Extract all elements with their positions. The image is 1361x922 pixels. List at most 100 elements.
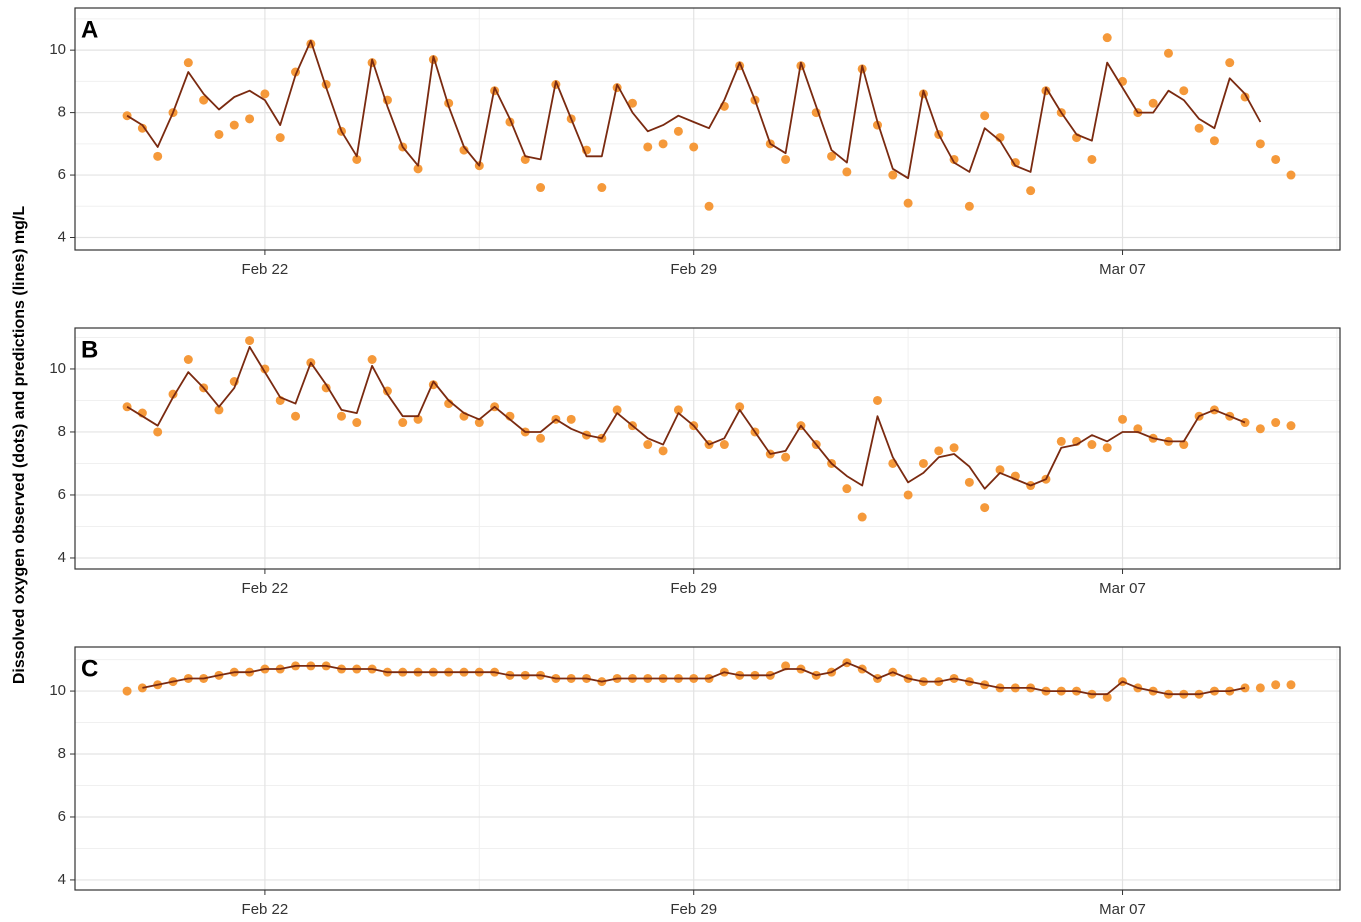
observed-dot [964,477,974,487]
observed-dot [704,201,714,211]
observed-dot [597,183,607,193]
observed-dot [398,418,408,428]
y-tick-label: 6 [58,808,66,825]
observed-dot [1056,436,1066,446]
observed-dot [735,402,745,412]
observed-dot [643,440,653,450]
y-tick-label: 4 [58,228,66,245]
plot-border [74,327,1341,570]
observed-dot [872,395,882,405]
observed-dot [153,151,163,161]
observed-dot [214,129,224,139]
observed-dot [1179,86,1189,96]
observed-dot [199,95,209,105]
prediction-line [126,346,1246,490]
y-tick-label: 8 [58,104,66,121]
observed-dot [245,114,255,124]
x-tick-label: Feb 22 [242,901,289,918]
plot-border [74,7,1341,251]
x-tick-label: Mar 07 [1099,261,1146,278]
observed-dot [1163,48,1173,58]
x-tick-label: Mar 07 [1099,901,1146,918]
observed-dot [673,126,683,136]
observed-dot [1194,123,1204,133]
observed-dot [1102,692,1112,702]
observed-dot [949,443,959,453]
observed-dot [1255,683,1265,693]
observed-dot [137,683,147,693]
prediction-line [126,39,1262,180]
observed-dot [1118,414,1128,424]
y-tick-label: 6 [58,486,66,503]
x-tick-label: Feb 29 [670,580,717,597]
observed-dot [122,402,132,412]
plot-background [75,647,1340,890]
observed-dot [1133,424,1143,434]
observed-dot [1286,421,1296,431]
panel: 4 6 8 10 Feb 22 Feb 29 Mar 07 A [49,7,1341,278]
observed-dot [122,111,132,121]
observed-dot [964,201,974,211]
observed-dot [1179,440,1189,450]
observed-dot [1209,136,1219,146]
observed-dot [321,383,331,393]
observed-dot [1271,418,1281,428]
observed-dot [781,452,791,462]
panel-label: C [81,655,98,682]
observed-dot [1255,424,1265,434]
observed-dot [1271,154,1281,164]
observed-dot [612,405,622,415]
observed-dot [888,170,898,180]
observed-dot [336,411,346,421]
observed-dot [291,411,301,421]
observed-dot [536,433,546,443]
observed-dot [122,686,132,696]
observed-dot [352,154,362,164]
prediction-line [142,661,1246,696]
y-tick-label: 8 [58,423,66,440]
observed-dot [1255,139,1265,149]
observed-dot [658,446,668,456]
observed-dot [827,151,837,161]
observed-dot [1286,170,1296,180]
observed-dot [903,198,913,208]
x-tick-label: Feb 29 [670,901,717,918]
observed-dot [1271,680,1281,690]
panel-label: B [81,336,98,363]
observed-dot [842,167,852,177]
observed-dot [980,111,990,121]
y-tick-label: 10 [49,682,66,699]
observed-dot [781,154,791,164]
observed-dot [137,123,147,133]
observed-dot [1102,443,1112,453]
observed-dot [413,164,423,174]
x-tick-label: Feb 29 [670,261,717,278]
observed-dot [1148,98,1158,108]
x-tick-label: Feb 22 [242,261,289,278]
observed-dot [1026,186,1036,196]
observed-dot [183,58,193,68]
observed-dot [627,98,637,108]
y-tick-label: 8 [58,745,66,762]
observed-dot [1240,683,1250,693]
observed-dot [214,405,224,415]
observed-dot [995,465,1005,475]
observed-dot [689,142,699,152]
y-tick-label: 10 [49,360,66,377]
observed-dot [643,142,653,152]
y-tick-label: 4 [58,871,66,888]
y-tick-label: 4 [58,549,66,566]
observed-dot [413,414,423,424]
observed-dot [1102,33,1112,43]
observed-dot [229,120,239,130]
panel-label: A [81,16,98,43]
observed-dot [183,355,193,365]
observed-dot [459,145,469,155]
observed-dot [245,336,255,346]
plot-border [74,646,1341,891]
observed-dot [857,512,867,522]
observed-dot [903,490,913,500]
observed-dot [275,133,285,143]
observed-dot [1010,158,1020,168]
